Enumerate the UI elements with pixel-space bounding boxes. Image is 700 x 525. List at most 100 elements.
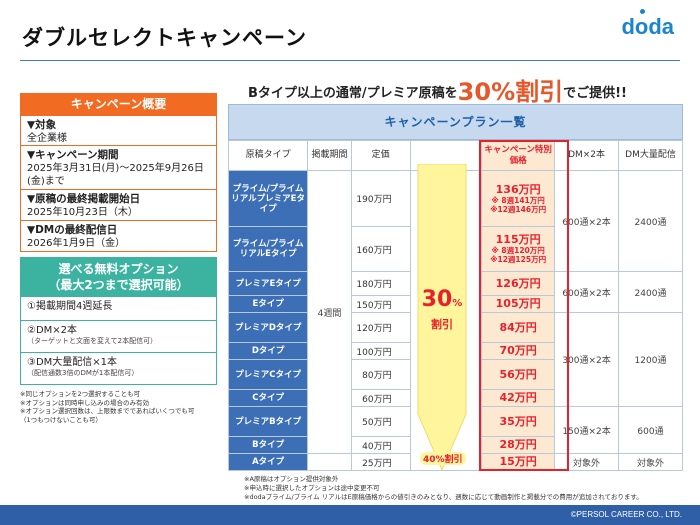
option-notes: ※同じオプションを2つ選択することも可 ※オプションは同時申し込みの場合のみ有効… [20, 390, 220, 424]
table-row: Aタイプ 25万円 15万円 対象外 対象外 [227, 453, 683, 471]
overview-last-start-text: 2025年10月23日（木） [27, 207, 138, 218]
arrow-number-value: 30 [421, 287, 453, 312]
plan-table-head-row: 原稿タイプ 掲載期間 定価 キャンペーン特別価格 DM×2本 DM大量配信 [227, 140, 683, 171]
table-row: プレミアCタイプ 80万円 56万円 [227, 359, 683, 390]
dm2-group: 600通×2本 [554, 271, 620, 313]
headline-pre: Bタイプ以上の通常/プレミア原稿を [248, 86, 458, 101]
footnote: ※dodaプライム/プライム リアルはE原稿価格からの値引きのみとなり、週数に応… [244, 493, 643, 501]
options-header: 選べる無料オプション （最大2つまで選択可能） [20, 257, 217, 297]
page-title: ダブルセレクトキャンペーン [22, 26, 307, 50]
row-type: プレミアBタイプ [227, 406, 309, 437]
row-price: 180万円 [350, 271, 411, 296]
logo-text: doda [621, 14, 674, 39]
option-sub: （配信通数3倍のDMが1本配信可） [27, 369, 139, 377]
col-price: 定価 [350, 140, 411, 171]
row-campaign: 84万円 [481, 312, 556, 343]
row-campaign: 105万円 [481, 295, 556, 313]
row-price: 50万円 [350, 406, 411, 437]
overview-header: キャンペーン概要 [20, 93, 217, 116]
dm2-group: 対象外 [554, 453, 620, 471]
dm2-group: 600通×2本 [554, 170, 620, 272]
row-campaign: 15万円 [481, 453, 556, 471]
row-type: プレミアEタイプ [227, 271, 309, 296]
footnotes: ※A原稿はオプション提供対象外 ※申込時に選択したオプションは途中変更不可 ※d… [244, 475, 643, 502]
option-sub: （ターゲットと文面を変えて2本配信可） [27, 337, 158, 345]
row-type: Bタイプ [227, 436, 309, 454]
dm-bulk-group: 対象外 [618, 453, 683, 471]
col-dm2: DM×2本 [554, 140, 620, 171]
row-type: プライム/プライム リアルプレミアEタイプ [227, 170, 309, 227]
row-type: Cタイプ [227, 389, 309, 407]
row-campaign-price: 136万円 [495, 182, 541, 196]
period-cell: 4週間 [307, 170, 352, 454]
row-campaign: 56万円 [481, 359, 556, 390]
period-cell-empty [307, 453, 352, 471]
col-type: 原稿タイプ [227, 140, 309, 171]
doda-logo: doda [621, 9, 674, 40]
row-price: 150万円 [350, 295, 411, 313]
table-row: プレミアEタイプ 180万円 126万円 600通×2本 2400通 [227, 271, 683, 313]
overview-dm-last: ▼DMの最終配信日 2026年1月9日（金） [20, 221, 217, 252]
row-type: プレミアCタイプ [227, 359, 309, 390]
row-campaign: 28万円 [481, 436, 556, 454]
row-price: 40万円 [350, 436, 411, 454]
table-row: Eタイプ 150万円 105万円 [227, 295, 683, 313]
headline-discount: 30%割引 [457, 78, 564, 106]
row-price: 60万円 [350, 389, 411, 407]
row-campaign-note: ※ 8週141万円 [491, 195, 545, 205]
arrow-discount-text: 30% 割引 [420, 288, 464, 332]
col-dm-bulk: DM大量配信 [618, 140, 683, 171]
row-type: Eタイプ [227, 295, 309, 313]
logo-dot-icon [640, 9, 646, 14]
row-campaign: 126万円 [481, 271, 556, 296]
overview-dm-last-title: ▼DMの最終配信日 [27, 224, 118, 236]
row-price: 120万円 [350, 312, 411, 343]
col-period: 掲載期間 [307, 140, 352, 171]
forty-percent-badge: 40%割引 [420, 452, 466, 465]
row-price: 80万円 [350, 359, 411, 390]
arrow-number: 30% [420, 288, 464, 316]
row-campaign: 136万円 ※ 8週141万円 ※12週146万円 [481, 170, 556, 227]
overview-target: ▼対象 全企業様 [20, 116, 217, 146]
row-campaign: 35万円 [481, 406, 556, 437]
col-campaign: キャンペーン特別価格 [481, 140, 556, 171]
discount-arrow-icon [417, 164, 467, 470]
row-campaign-price: 115万円 [495, 233, 541, 246]
row-campaign: 115万円 ※ 8週120万円 ※12週125万円 [481, 226, 556, 272]
option-note: ※同じオプションを2つ選択することも可 [20, 390, 141, 398]
table-row: プライム/プライム リアルEタイプ 160万円 115万円 ※ 8週120万円 … [227, 226, 683, 272]
table-row: Bタイプ 40万円 28万円 [227, 436, 683, 454]
overview-target-title: ▼対象 [27, 119, 57, 131]
arrow-percent-sign: % [452, 298, 463, 309]
option-item: ③DM大量配信×1本 （配信通数3倍のDMが1本配信可） [20, 353, 217, 385]
copyright-footer: ©PERSOL CAREER CO., LTD. [0, 505, 700, 525]
dm2-group: 150通×2本 [554, 406, 620, 454]
campaign-headline: Bタイプ以上の通常/プレミア原稿を30%割引でご提供!! [248, 72, 627, 107]
table-row: Cタイプ 60万円 42万円 [227, 389, 683, 407]
overview-period-text: 2025年3月31日(月)〜2025年9月26日(金)まで [27, 163, 204, 187]
plan-table-header: キャンペーンプラン一覧 [228, 104, 683, 140]
title-divider [20, 60, 680, 61]
option-note: ※オプション選択回数は、上限数までであればいくつでも可 [20, 407, 195, 415]
row-price: 100万円 [350, 342, 411, 360]
option-label: ③DM大量配信×1本 [27, 357, 118, 368]
row-price: 160万円 [350, 226, 411, 272]
dm-bulk-group: 2400通 [618, 271, 683, 313]
overview-dm-last-text: 2026年1月9日（金） [27, 238, 126, 249]
options-header-line2: （最大2つまで選択可能） [48, 278, 189, 292]
row-campaign: 42万円 [481, 389, 556, 407]
row-campaign: 70万円 [481, 342, 556, 360]
option-item: ①掲載期間4週延長 [20, 297, 217, 321]
dm2-group: 300通×2本 [554, 312, 620, 407]
row-type: プライム/プライム リアルEタイプ [227, 226, 309, 272]
overview-period-title: ▼キャンペーン期間 [27, 149, 119, 161]
option-item: ②DM×2本 （ターゲットと文面を変えて2本配信可） [20, 321, 217, 353]
overview-last-start: ▼原稿の最終掲載開始日 2025年10月23日（木） [20, 190, 217, 221]
dm-bulk-group: 600通 [618, 406, 683, 454]
dm-bulk-group: 1200通 [618, 312, 683, 407]
row-campaign-note: ※ 8週120万円 [491, 246, 545, 255]
footnote: ※申込時に選択したオプションは途中変更不可 [244, 484, 380, 492]
row-type: プレミアDタイプ [227, 312, 309, 343]
row-campaign-note: ※12週146万円 [490, 204, 547, 214]
arrow-label: 割引 [431, 318, 453, 331]
